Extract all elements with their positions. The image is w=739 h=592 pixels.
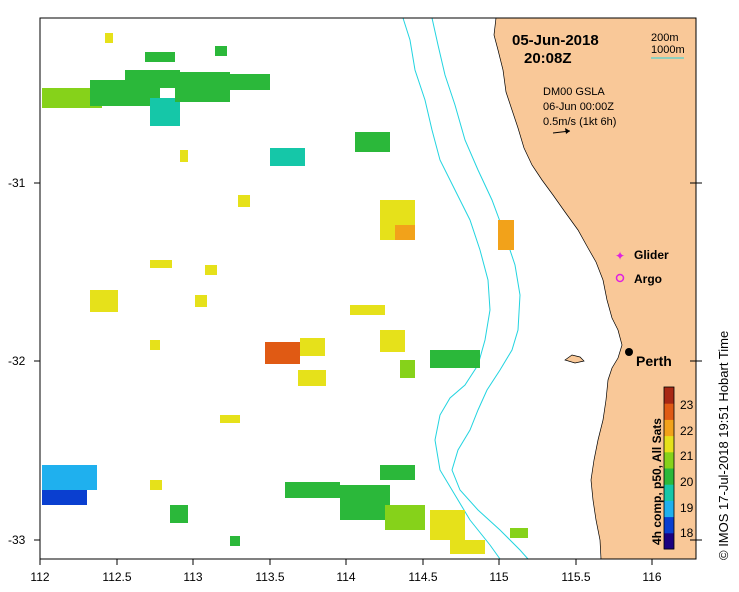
x-tick-113.5: 113.5: [255, 570, 285, 584]
colorbar-segment: [664, 468, 674, 485]
colorbar-tick-23: 23: [680, 398, 694, 412]
perth-label: Perth: [636, 353, 672, 369]
colorbar-border: [663, 386, 675, 550]
current-scale: 0.5m/s (1kt 6h): [543, 116, 617, 128]
x-tick-113: 113: [183, 570, 203, 584]
current-product: DM00 GSLA: [543, 86, 605, 98]
glider-legend-label: Glider: [634, 248, 669, 262]
y-tick-neg32: -32: [8, 354, 26, 368]
colorbar-segment: [664, 484, 674, 501]
glider-marker: ✦: [615, 249, 625, 263]
perth-marker: [625, 348, 633, 356]
colorbar-segment: [664, 500, 674, 518]
x-tick-115.5: 115.5: [561, 570, 591, 584]
colorbar-tick-19: 19: [680, 501, 694, 515]
rottnest-island: [564, 354, 585, 364]
contour-label-1000m: 1000m: [651, 44, 685, 56]
colorbar-tick-20: 20: [680, 475, 694, 489]
x-tick-112: 112: [30, 570, 50, 584]
argo-legend-label: Argo: [634, 272, 662, 286]
date-label: 05-Jun-2018: [512, 32, 599, 49]
argo-marker: [615, 273, 625, 283]
contour-1000m: [431, 17, 529, 560]
contour-200m: [402, 17, 501, 560]
colorbar-segment: [664, 387, 674, 404]
x-tick-114.5: 114.5: [408, 570, 438, 584]
colorbar-segment: [664, 419, 674, 437]
colorbar-label: 4h comp, p50, All Sats: [650, 418, 664, 545]
x-tick-114: 114: [336, 570, 356, 584]
contour-label-200m: 200m: [651, 32, 679, 44]
credit-label: © IMOS 17-Jul-2018 19:51 Hobart Time: [716, 330, 731, 560]
colorbar-segment: [664, 516, 674, 534]
sst-patches: [42, 33, 528, 554]
time-label: 20:08Z: [524, 50, 572, 67]
colorbar-segment: [664, 532, 674, 550]
colorbar-segment: [664, 435, 674, 453]
current-scale-arrowhead: [565, 128, 570, 134]
land-western-australia: [493, 17, 697, 560]
y-tick-neg33: -33: [8, 533, 26, 547]
x-tick-112.5: 112.5: [102, 570, 132, 584]
colorbar-segment: [664, 403, 674, 420]
y-tick-marks: [34, 182, 702, 541]
colorbar-tick-18: 18: [680, 526, 694, 540]
colorbar-tick-21: 21: [680, 449, 694, 463]
x-tick-marks: [39, 559, 653, 565]
axes-border: [39, 17, 697, 560]
current-valid: 06-Jun 00:00Z: [543, 101, 614, 113]
x-tick-116: 116: [642, 570, 662, 584]
y-tick-neg31: -31: [8, 176, 26, 190]
x-tick-115: 115: [489, 570, 509, 584]
colorbar: [664, 387, 674, 550]
colorbar-segment: [664, 451, 674, 469]
colorbar-tick-22: 22: [680, 424, 694, 438]
